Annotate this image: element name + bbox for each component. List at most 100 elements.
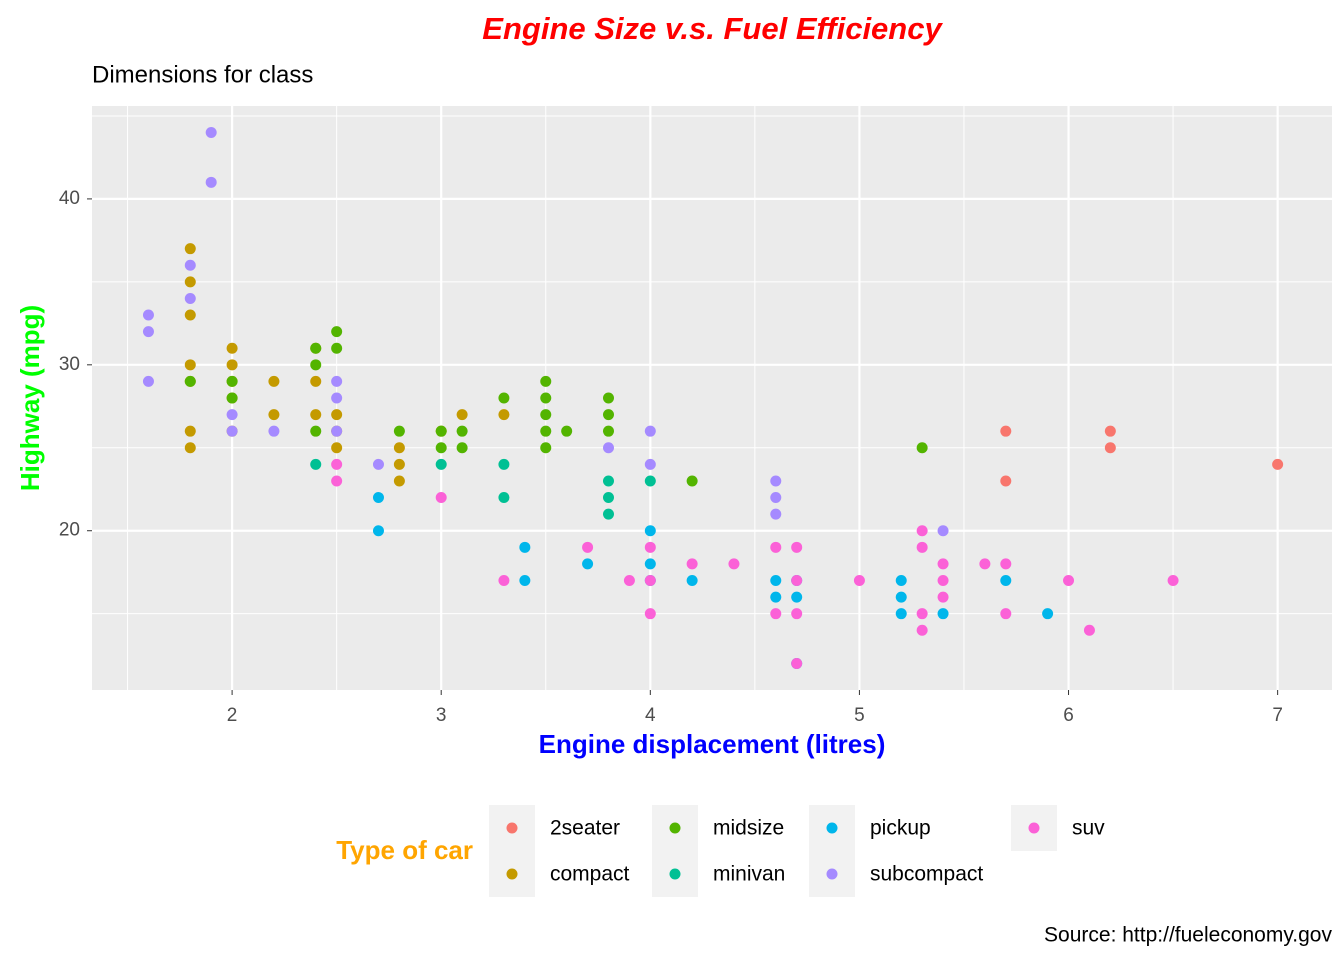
point	[456, 425, 468, 437]
point	[1000, 475, 1012, 487]
legend-marker	[826, 868, 838, 880]
point	[184, 425, 196, 437]
y-tick-label: 40	[59, 188, 80, 209]
point	[498, 409, 510, 421]
point	[1063, 575, 1075, 586]
legend-marker	[826, 822, 838, 834]
point	[644, 475, 656, 487]
point	[226, 392, 238, 404]
points	[142, 127, 1284, 669]
point	[644, 458, 656, 470]
y-axis-label: Highway (mpg)	[15, 305, 45, 491]
point	[331, 475, 343, 487]
point	[540, 442, 552, 454]
point	[226, 342, 238, 354]
point	[435, 492, 447, 504]
point	[142, 375, 154, 387]
point	[686, 575, 698, 586]
point	[1104, 425, 1116, 437]
legend-marker	[669, 868, 681, 880]
point	[372, 525, 384, 537]
point	[393, 458, 405, 470]
legend-label: minivan	[713, 863, 785, 886]
legend-label: pickup	[870, 817, 931, 840]
point	[791, 608, 803, 620]
point	[1042, 608, 1054, 620]
point	[540, 425, 552, 437]
point	[1272, 458, 1284, 470]
point	[456, 409, 468, 421]
point	[602, 442, 614, 454]
point	[372, 458, 384, 470]
point	[331, 442, 343, 454]
point	[602, 492, 614, 504]
point	[456, 442, 468, 454]
point	[519, 541, 531, 553]
x-tick-label: 6	[1063, 705, 1074, 726]
point	[184, 243, 196, 255]
point	[205, 127, 217, 139]
point	[331, 409, 343, 421]
point	[393, 475, 405, 487]
point	[393, 442, 405, 454]
point	[937, 591, 949, 603]
point	[331, 458, 343, 470]
point	[540, 409, 552, 421]
point	[226, 375, 238, 387]
point	[184, 375, 196, 387]
point	[310, 342, 322, 354]
point	[184, 359, 196, 371]
point	[770, 591, 782, 603]
point	[331, 326, 343, 338]
point	[184, 442, 196, 454]
point	[916, 541, 928, 553]
plot-panel	[92, 106, 1332, 690]
point	[184, 292, 196, 304]
point	[331, 375, 343, 387]
point	[853, 575, 865, 586]
point	[791, 657, 803, 669]
legend-label: compact	[550, 863, 630, 886]
point	[895, 608, 907, 620]
point	[937, 525, 949, 537]
chart-subtitle: Dimensions for class	[92, 61, 313, 88]
y-tick-label: 30	[59, 354, 80, 375]
point	[226, 359, 238, 371]
point	[142, 309, 154, 321]
point	[519, 575, 531, 586]
point	[916, 442, 928, 454]
point	[268, 425, 280, 437]
point	[770, 608, 782, 620]
point	[393, 425, 405, 437]
point	[1000, 608, 1012, 620]
x-tick-label: 5	[854, 705, 865, 726]
point	[498, 392, 510, 404]
point	[184, 309, 196, 321]
point	[770, 508, 782, 520]
point	[205, 176, 217, 188]
point	[644, 575, 656, 586]
point	[540, 392, 552, 404]
point	[1000, 575, 1012, 586]
point	[937, 558, 949, 570]
point	[979, 558, 991, 570]
point	[916, 624, 928, 636]
point	[498, 575, 510, 586]
point	[540, 375, 552, 387]
grid	[92, 106, 1332, 690]
x-axis-label: Engine displacement (litres)	[539, 729, 886, 759]
point	[791, 541, 803, 553]
x-tick-label: 4	[645, 705, 656, 726]
point	[268, 375, 280, 387]
point	[184, 259, 196, 271]
point	[1083, 624, 1095, 636]
point	[582, 541, 594, 553]
legend-label: 2seater	[550, 817, 620, 840]
chart-title: Engine Size v.s. Fuel Efficiency	[482, 11, 943, 46]
point	[268, 409, 280, 421]
point	[916, 525, 928, 537]
point	[310, 458, 322, 470]
point	[142, 326, 154, 338]
point	[644, 608, 656, 620]
x-tick-label: 3	[436, 705, 447, 726]
